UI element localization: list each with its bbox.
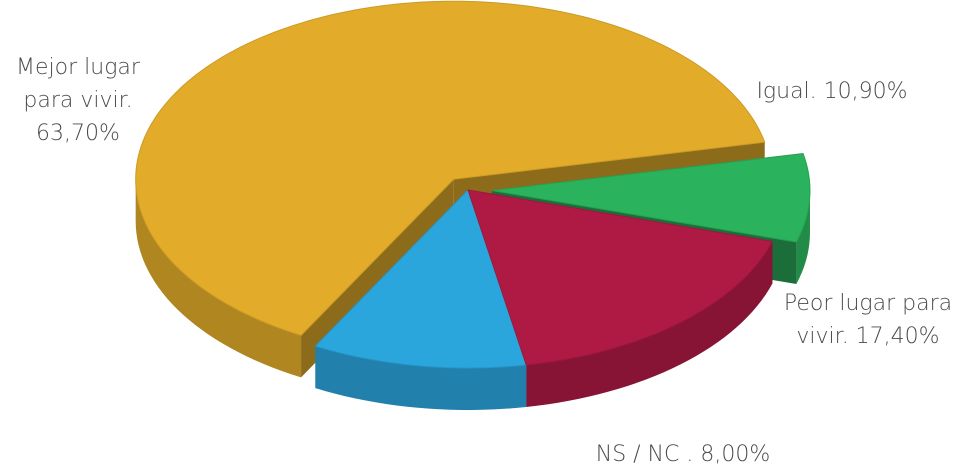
- pie-slice-label-line: NS / NC . 8,00%: [596, 442, 771, 467]
- pie-labels: Mejor lugar para vivir. 63,70% Igual. 10,90…: [16, 55, 952, 467]
- pie-slice-label-3: Peor lugar para vivir. 17,40%: [784, 291, 952, 349]
- pie-slice-3: [467, 189, 774, 366]
- pie-slice-label-2: Igual. 10,90%: [756, 79, 907, 104]
- pie-slice-side: [135, 179, 302, 378]
- pie-slice-label-line: vivir. 17,40%: [796, 324, 939, 349]
- pie-slice-side: [526, 241, 773, 407]
- pie-slice-label-4: NS / NC . 8,00%: [596, 442, 771, 467]
- pie-slice-label-line: para vivir.: [23, 88, 132, 113]
- pie-slice-1: [135, 0, 766, 336]
- pie-slice-side: [315, 346, 527, 410]
- pie-slice-2: [314, 189, 527, 369]
- pie-slice-label-1: Mejor lugar para vivir. 63,70%: [16, 55, 141, 146]
- pie-slice-4: [491, 153, 811, 243]
- pie-slice-label-line: Igual. 10,90%: [756, 79, 907, 104]
- pie-slice-side: [796, 190, 810, 285]
- pie-slice-label-line: Mejor lugar: [16, 55, 141, 80]
- pie-tops: [135, 0, 811, 369]
- pie-slice-label-line: Peor lugar para: [784, 291, 952, 316]
- pie-slice-label-line: 63,70%: [36, 121, 120, 146]
